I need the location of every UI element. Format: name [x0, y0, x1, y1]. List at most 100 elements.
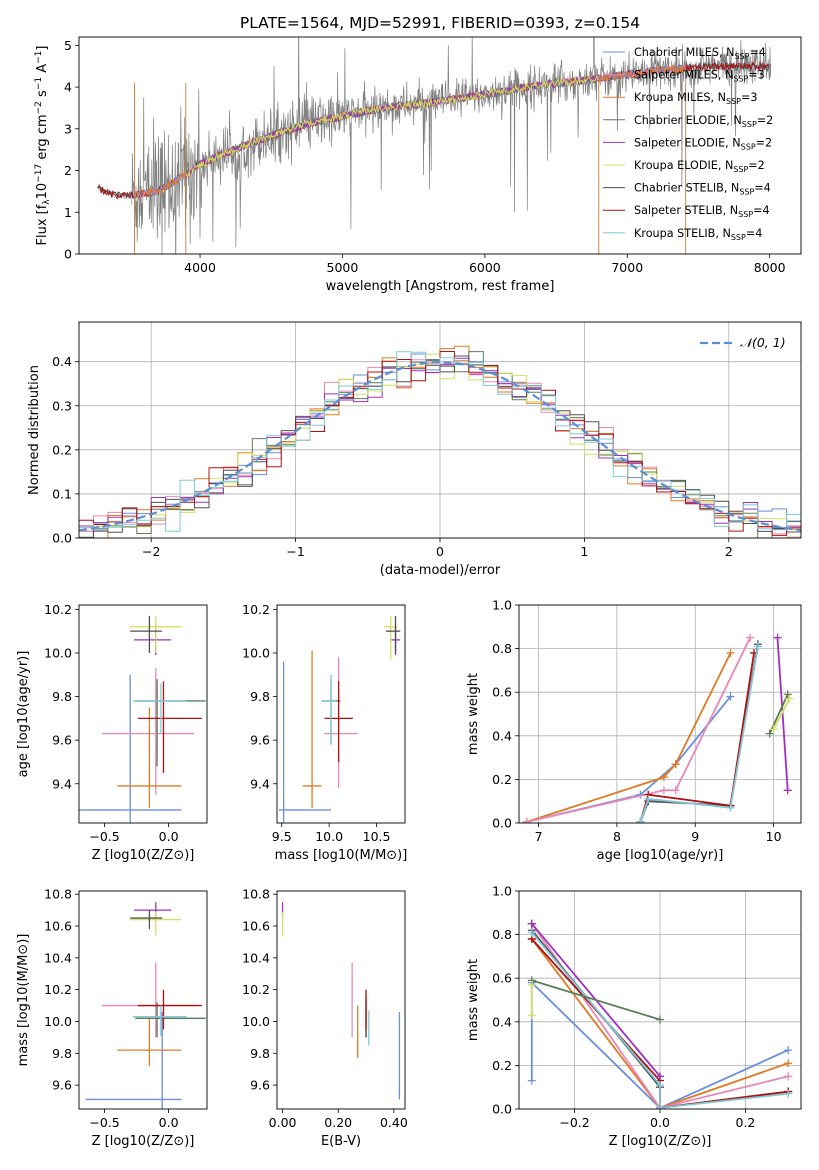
y-axis-label: mass weight [466, 959, 481, 1041]
model-spectrum-line [134, 64, 687, 199]
legend-entry: Salpeter STELIB, NSSP=4 [634, 204, 770, 219]
y-tick-label: 4 [64, 80, 72, 95]
model-spectrum-line [185, 75, 599, 178]
y-tick-label: 10.2 [44, 982, 72, 997]
legend-entry: Kroupa ELODIE, NSSP=2 [634, 159, 765, 174]
histogram-step [79, 355, 801, 538]
plot-area [527, 919, 793, 1109]
y-tick-label: 0.2 [52, 442, 72, 457]
weight-marker [636, 817, 645, 823]
y-tick-label: 10.2 [242, 602, 270, 617]
weight-line [768, 694, 789, 734]
y-tick-label: 10.6 [242, 919, 270, 934]
y-tick-label: 9.6 [250, 733, 270, 748]
y-tick-label: 9.6 [250, 1078, 270, 1093]
x-tick-label: 7000 [611, 260, 643, 275]
weight-marker [784, 1089, 793, 1098]
chart-residuals: −2 −1 0 1 2 0.0 0.1 0.2 0.3 0.4 (data-model)/error… [27, 321, 802, 578]
plot-area [85, 902, 206, 1109]
x-tick-label: 0.0 [159, 1115, 179, 1130]
x-tick-label: 0.40 [380, 1115, 408, 1130]
weight-marker [527, 919, 536, 928]
weight-marker [671, 786, 680, 795]
x-tick-label: 6000 [469, 260, 501, 275]
y-tick-label: 10.8 [242, 887, 270, 902]
y-tick-label: 0 [64, 247, 72, 262]
x-tick-label: 5000 [327, 260, 359, 275]
legend-tail: =2 [757, 114, 774, 127]
x-axis-label: age [log10(age/yr)] [597, 848, 724, 863]
weight-marker [726, 692, 735, 701]
weight-marker [659, 786, 668, 795]
x-tick-label: 1 [580, 544, 588, 559]
axes-frame [276, 890, 406, 1110]
x-axis-label: wavelength [Angstrom, rest frame] [326, 279, 555, 294]
chart-spectrum: 4000 5000 6000 7000 8000 0 1 2 3 4 5 wavelength [An… [34, 36, 802, 294]
plot-area [97, 37, 772, 254]
weight-marker [527, 928, 536, 937]
y-tick-label: 10.2 [44, 602, 72, 617]
legend-tail: =3 [741, 91, 758, 104]
model-spectrum-line [134, 63, 687, 199]
legend-entry: Chabrier MILES, NSSP=4 [634, 46, 766, 61]
axes-frame [78, 36, 802, 255]
weight-line [639, 646, 759, 823]
weight-marker [527, 1011, 536, 1020]
legend-tail: =4 [749, 46, 766, 59]
weight-marker [746, 633, 755, 642]
weight-marker [656, 1103, 664, 1109]
legend-sub: SSP [742, 120, 757, 129]
legend-sub: SSP [733, 75, 748, 84]
y-tick-label: 9.4 [250, 776, 270, 791]
y-tick-label: 1.0 [492, 884, 512, 899]
chart-z-mass: −0.5 0.0 9.6 9.8 10.0 10.2 10.4 10.6 10.8 Z [log1… [16, 887, 208, 1149]
x-tick-label: −0.2 [559, 1115, 589, 1130]
legend-tail: =4 [754, 182, 771, 195]
weight-marker [656, 1072, 664, 1081]
y-tick-label: 9.8 [250, 1046, 270, 1061]
y-tick-label: 0.4 [492, 728, 512, 743]
y-tick-label: 9.8 [250, 689, 270, 704]
legend-entry: Salpeter ELODIE, NSSP=2 [634, 136, 772, 151]
weight-line [772, 698, 791, 730]
weight-marker [769, 725, 778, 734]
x-tick-label: 2 [725, 544, 733, 559]
legend-entry: Kroupa STELIB, NSSP=4 [634, 227, 762, 242]
y-tick-label: 2 [64, 163, 72, 178]
x-axis-label: Z [log10(Z/Z⊙)] [609, 1134, 712, 1149]
legend-tail: =2 [756, 136, 773, 149]
weight-marker [527, 980, 536, 989]
legend-tail: =4 [753, 204, 770, 217]
y-axis-label: age [log10(age/yr)] [16, 651, 31, 778]
chart-z-age: −0.5 0.0 9.4 9.6 9.8 10.0 10.2 Z [log10(Z/Z⊙)] a… [16, 602, 208, 863]
legend-label: Salpeter ELODIE, N [634, 136, 741, 149]
y-tick-label: 0.2 [492, 1058, 512, 1073]
legend-label: Chabrier ELODIE, N [634, 114, 742, 127]
y-tick-label: 0.8 [492, 927, 512, 942]
x-tick-label: 0 [436, 544, 444, 559]
weight-marker [783, 786, 792, 795]
legend-tail: =3 [748, 69, 765, 82]
axes-frame [78, 604, 208, 824]
weight-marker [784, 1059, 793, 1068]
x-tick-label: 0.2 [736, 1115, 756, 1130]
x-tick-label: 9 [691, 829, 699, 844]
x-axis-label: (data-model)/error [380, 563, 501, 578]
x-tick-label: −0.5 [89, 829, 119, 844]
legend-label: Kroupa STELIB, N [634, 227, 731, 240]
y-tick-label: 0.2 [492, 772, 512, 787]
plot-area [79, 345, 801, 538]
axes-frame [78, 321, 802, 539]
legend-tail: =2 [748, 159, 765, 172]
x-axis-label: E(B-V) [321, 1134, 361, 1149]
legend-label: Chabrier STELIB, N [634, 182, 739, 195]
x-tick-label: 9.5 [272, 829, 292, 844]
x-axis-label: mass [log10(M/M⊙)] [275, 848, 408, 863]
legend-sub: SSP [738, 210, 753, 219]
y-tick-label: 0.1 [52, 486, 72, 501]
y-tick-label: 0.6 [492, 971, 512, 986]
plot-area [278, 615, 401, 823]
axes-frame [518, 604, 802, 824]
